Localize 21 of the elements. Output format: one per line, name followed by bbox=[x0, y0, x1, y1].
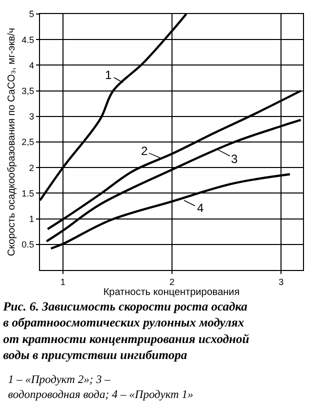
y-tick-label: 2,5 bbox=[22, 137, 34, 148]
y-axis-title: Скорость осадкообразования по CaCO₃, мг-экв/ч bbox=[6, 28, 18, 256]
y-tick-label: 3,5 bbox=[22, 86, 34, 96]
x-tick-label: 1 bbox=[60, 276, 66, 287]
y-tick-label: 4 bbox=[29, 60, 34, 70]
x-axis-title: Кратность концентрирования bbox=[103, 286, 240, 298]
y-tick-label: 4.5 bbox=[22, 34, 34, 45]
x-tick-label: 2 bbox=[170, 276, 175, 287]
x-tick-label: 3 bbox=[278, 276, 284, 287]
y-tick-label: 1 bbox=[29, 214, 34, 224]
text: Рис. 6. Зависимость скорости роста осадка в обратноосмотических рулонных модулях от кратности концентрирования исходной воды в присутствии ингибитора bbox=[3, 299, 250, 362]
y-tick-label: 2 bbox=[29, 162, 34, 173]
annotation: 4 bbox=[197, 201, 204, 215]
annotation: 2 bbox=[141, 144, 148, 158]
annotation: 3 bbox=[231, 152, 238, 166]
text: 1 – «Продукт 2»; 3 – водопроводная вода; 4 – «Продукт 1» bbox=[8, 374, 194, 401]
y-tick-label: 0.5 bbox=[22, 240, 34, 250]
text: 1.5 bbox=[22, 188, 34, 198]
y-tick-label: 5 bbox=[29, 9, 34, 20]
y-tick-label: 3 bbox=[29, 112, 34, 122]
annotation: 1 bbox=[105, 68, 112, 82]
